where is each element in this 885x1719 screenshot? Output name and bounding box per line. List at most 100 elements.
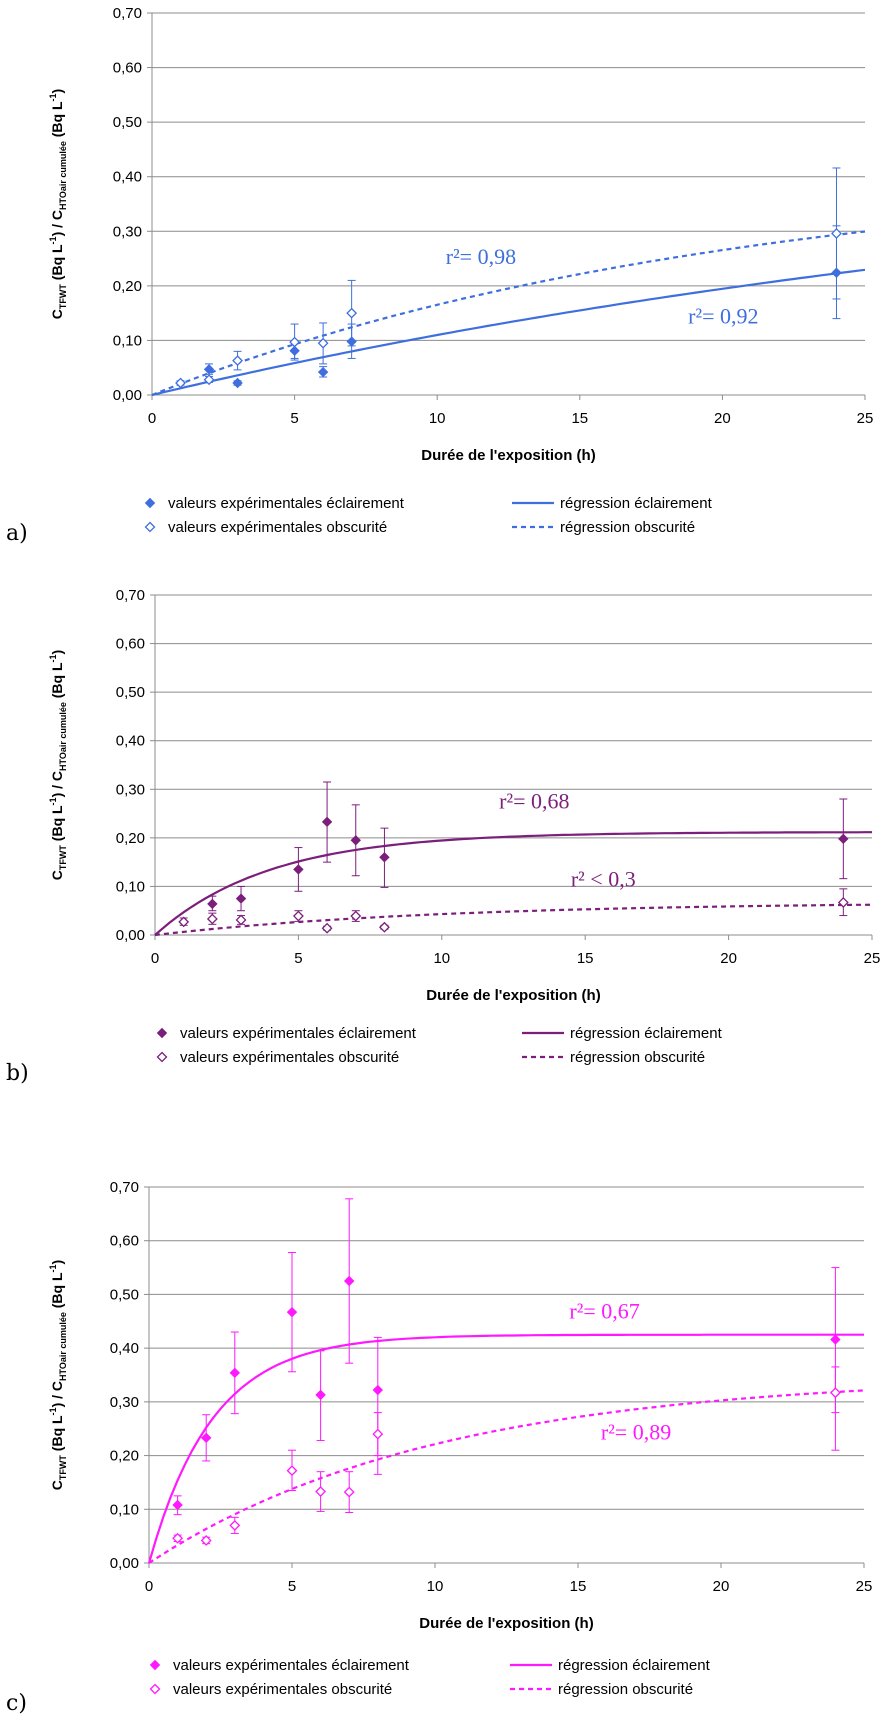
legend-label: régression obscurité	[570, 1049, 705, 1066]
point-light	[315, 1389, 326, 1401]
y-tick-label: 0,40	[110, 1340, 139, 1357]
point-light	[229, 1367, 241, 1379]
point-dark	[172, 1532, 184, 1544]
y-axis-label-part: (Bq L	[49, 1272, 65, 1312]
chart-panel-c: 0,00 0,10 0,20 0,30 0,40 0,50 0,60 0,70 0 5 10 15 20…	[6, 1179, 872, 1716]
legend-label: valeurs expérimentales éclairement	[168, 495, 405, 512]
y-axis-label-part: -1	[48, 797, 58, 805]
point-dark	[235, 914, 247, 926]
panel-label: a)	[6, 521, 28, 546]
r2-annotation: r²= 0,68	[499, 789, 569, 814]
y-axis-label: CTFWT (Bq L-1) / CHTOair cumulée (Bq L-1…	[48, 1260, 68, 1490]
point-dark	[206, 913, 218, 925]
y-axis-label-part: (Bq L	[49, 244, 65, 284]
y-tick-label: 0,20	[116, 830, 145, 847]
legend-label: régression éclairement	[558, 1657, 711, 1674]
y-tick-label: 0,30	[113, 223, 142, 240]
y-tick-label: 0,60	[110, 1233, 139, 1250]
point-dark	[292, 910, 304, 922]
point-light	[838, 833, 849, 845]
y-tick-label: 0,50	[113, 114, 142, 131]
point-dark	[321, 922, 333, 934]
y-axis-label-part: ) / C	[49, 771, 65, 797]
legend-label: valeurs expérimentales obscurité	[180, 1049, 399, 1066]
point-dark	[175, 377, 186, 389]
y-tick-label: 0,10	[110, 1501, 139, 1518]
y-axis-label-part: )	[49, 89, 65, 94]
point-dark	[286, 1465, 298, 1477]
y-axis-label: CTFWT (Bq L-1) / CHTOair cumulée (Bq L-1…	[48, 650, 68, 880]
y-axis-label-part: TFWT	[58, 284, 68, 309]
point-dark	[346, 307, 358, 319]
regression-dark-line	[151, 230, 866, 397]
x-tick-label: 10	[429, 410, 446, 427]
point-dark	[229, 1519, 241, 1531]
r2-annotation: r²= 0,89	[601, 1419, 671, 1444]
point-dark	[178, 916, 190, 928]
y-axis-label-part: TFWT	[58, 1455, 68, 1480]
y-tick-label: 0,40	[113, 169, 142, 186]
r2-annotation: r²= 0,98	[446, 244, 516, 269]
y-tick-label: 0,10	[113, 332, 142, 349]
legend-label: régression éclairement	[570, 1025, 723, 1042]
x-tick-label: 0	[151, 950, 159, 967]
point-light	[350, 835, 361, 846]
point-dark	[289, 336, 301, 348]
legend-label: régression obscurité	[560, 519, 695, 536]
point-light	[172, 1499, 183, 1511]
y-axis-label-part: -1	[48, 236, 58, 244]
x-tick-label: 15	[570, 1578, 587, 1595]
y-axis-label-part: HTOair cumulée	[58, 141, 68, 210]
y-tick-label: 0,10	[116, 878, 145, 895]
y-tick-label: 0,60	[113, 60, 142, 77]
y-tick-label: 0,00	[113, 387, 142, 404]
y-axis-label-part: HTOair cumulée	[58, 702, 68, 771]
point-light	[293, 864, 304, 875]
legend-label: régression obscurité	[558, 1681, 693, 1698]
x-tick-label: 15	[577, 950, 594, 967]
y-tick-label: 0,40	[116, 733, 145, 750]
x-axis-label: Durée de l'exposition (h)	[426, 987, 600, 1004]
x-tick-label: 25	[857, 410, 874, 427]
x-axis-label: Durée de l'exposition (h)	[421, 447, 595, 464]
point-dark	[203, 374, 215, 386]
y-axis-label-part: C	[49, 870, 65, 880]
regression-light-line	[154, 831, 872, 936]
r2-annotation: r²= 0,92	[688, 304, 758, 329]
point-light	[235, 893, 247, 904]
y-tick-label: 0,70	[110, 1179, 139, 1196]
x-tick-label: 5	[290, 410, 298, 427]
y-axis-label-part: ) / C	[49, 210, 65, 236]
y-tick-label: 0,00	[110, 1555, 139, 1572]
regression-light-line	[151, 268, 866, 397]
point-dark	[829, 1387, 841, 1399]
r2-annotation: r²= 0,67	[569, 1299, 639, 1324]
x-tick-label: 0	[145, 1578, 153, 1595]
y-axis-label-part: C	[49, 309, 65, 319]
y-axis-label-part: (Bq L	[49, 1415, 65, 1455]
legend-label: valeurs expérimentales éclairement	[180, 1025, 417, 1042]
point-light	[379, 852, 390, 863]
y-axis-label: CTFWT (Bq L-1) / CHTOair cumulée (Bq L-1…	[48, 89, 68, 319]
legend-label: régression éclairement	[560, 495, 713, 512]
y-tick-label: 0,00	[116, 927, 145, 944]
legend-label: valeurs expérimentales éclairement	[173, 1657, 410, 1674]
point-dark	[837, 897, 849, 908]
regression-dark-line	[148, 1389, 865, 1564]
y-tick-label: 0,50	[116, 684, 145, 701]
x-tick-label: 15	[571, 410, 588, 427]
panel-label: c)	[6, 1691, 27, 1716]
point-dark	[372, 1428, 384, 1440]
x-tick-label: 5	[294, 950, 302, 967]
point-dark	[343, 1486, 355, 1498]
legend-marker	[144, 497, 156, 509]
y-axis-label-part: (Bq L	[49, 101, 65, 141]
point-light	[830, 1334, 841, 1345]
y-axis-label-part: (Bq L	[49, 805, 65, 845]
regression-dark-line	[154, 903, 873, 937]
point-dark	[379, 921, 390, 933]
point-light	[372, 1384, 384, 1396]
y-tick-label: 0,20	[113, 278, 142, 295]
point-dark	[831, 228, 842, 239]
panel-label: b)	[6, 1061, 29, 1086]
